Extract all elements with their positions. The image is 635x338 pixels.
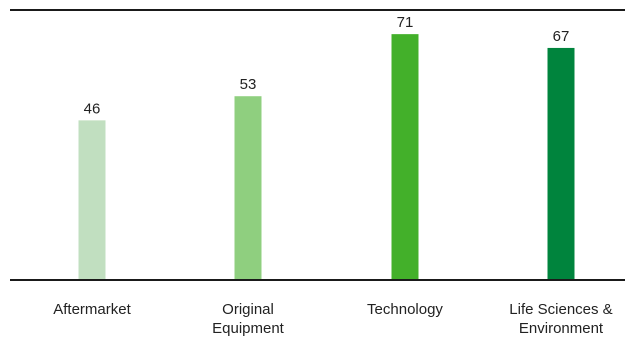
category-label-3: Technology — [367, 301, 443, 318]
bar-3 — [391, 34, 419, 280]
category-label-line: Environment — [519, 320, 604, 337]
bar-4 — [547, 47, 575, 279]
category-label-line: Aftermarket — [53, 301, 131, 318]
value-label-3: 71 — [397, 14, 414, 31]
value-labels-group: 46 53 71 67 — [84, 14, 570, 117]
category-label-line: Life Sciences & — [509, 301, 612, 318]
category-labels-group: Aftermarket Original Equipment Technology Li… — [53, 301, 612, 337]
value-label-1: 46 — [84, 100, 101, 117]
bar-1 — [78, 120, 106, 279]
category-label-2: Original Equipment — [212, 301, 285, 337]
category-label-4: Life Sciences & Environment — [509, 301, 612, 337]
category-label-1: Aftermarket — [53, 301, 131, 318]
category-label-line: Technology — [367, 301, 443, 318]
bar-2 — [234, 96, 262, 279]
bars-group — [78, 34, 575, 280]
category-label-line: Equipment — [212, 320, 285, 337]
category-label-line: Original — [222, 301, 274, 318]
value-label-2: 53 — [240, 76, 257, 93]
value-label-4: 67 — [553, 28, 570, 45]
